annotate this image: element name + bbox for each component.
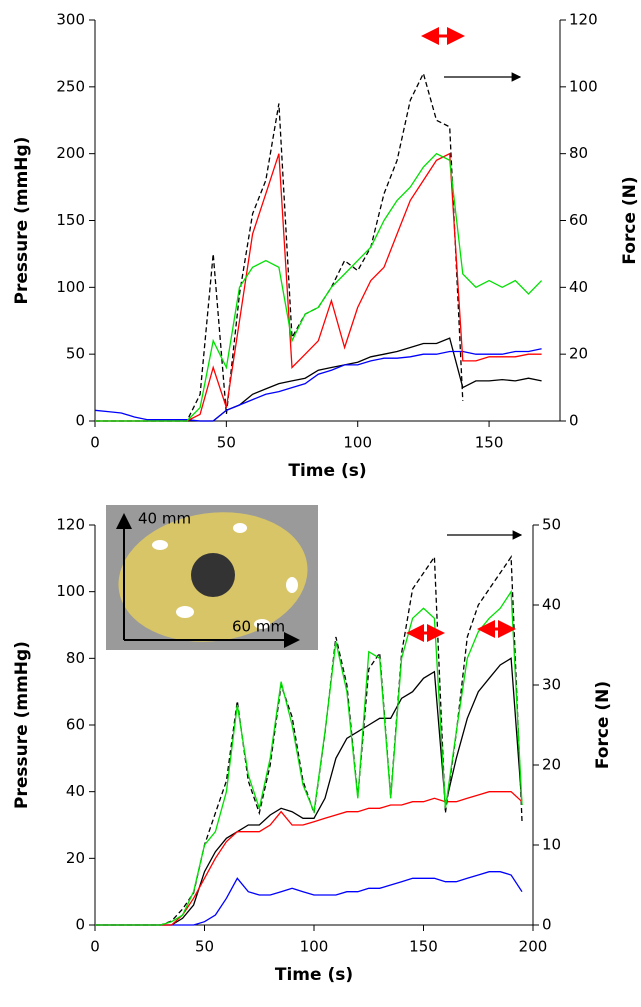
series-line [95, 71, 464, 422]
y-tick-label: 120 [56, 516, 85, 534]
y2-tick-label: 100 [569, 77, 598, 95]
x-tick-label: 150 [475, 434, 504, 452]
y-tick-label: 300 [56, 11, 85, 29]
y2-tick-label: 10 [542, 836, 561, 854]
series-line [94, 348, 542, 422]
y-tick-label: 250 [56, 77, 85, 95]
y-tick-label: 0 [75, 412, 85, 430]
series-line [95, 791, 523, 926]
y-tick-label: 20 [66, 849, 85, 867]
y2-tick-label: 20 [542, 756, 561, 774]
series-line [95, 871, 523, 926]
series-line [95, 152, 543, 422]
y2-tick-label: 0 [542, 916, 552, 934]
y2-tick-label: 80 [569, 144, 588, 162]
y-axis-label: Pressure (mmHg) [12, 641, 32, 809]
y-tick-label: 60 [66, 716, 85, 734]
y2-tick-label: 30 [542, 676, 561, 694]
x-tick-label: 100 [343, 434, 372, 452]
inset-photo: 40 mm 60 mm [106, 505, 318, 650]
y2-tick-label: 0 [569, 412, 579, 430]
x-tick-label: 0 [90, 434, 100, 452]
x-axis-label: Time (s) [288, 461, 366, 481]
x-tick-label: 0 [90, 938, 100, 956]
y-tick-label: 0 [75, 916, 85, 934]
y-tick-label: 200 [56, 144, 85, 162]
y-tick-label: 150 [56, 211, 85, 229]
y2-tick-label: 50 [542, 516, 561, 534]
y-tick-label: 100 [56, 582, 85, 600]
y-axis-label: Pressure (mmHg) [12, 137, 32, 305]
y-tick-label: 50 [66, 345, 85, 363]
y-tick-label: 80 [66, 649, 85, 667]
y2-axis-label: Force (N) [593, 681, 613, 769]
y2-tick-label: 60 [569, 211, 588, 229]
annotation: 40 mm [138, 510, 191, 528]
x-tick-label: 150 [409, 938, 438, 956]
y2-axis-label: Force (N) [620, 176, 640, 264]
series-line [95, 657, 523, 926]
x-tick-label: 50 [195, 938, 214, 956]
x-tick-label: 50 [217, 434, 236, 452]
y-tick-label: 100 [56, 278, 85, 296]
y2-tick-label: 120 [569, 11, 598, 29]
series-line [95, 589, 523, 926]
x-tick-label: 100 [300, 938, 329, 956]
x-tick-label: 200 [519, 938, 548, 956]
y-tick-label: 40 [66, 782, 85, 800]
y2-tick-label: 20 [569, 345, 588, 363]
annotation: 60 mm [232, 618, 285, 636]
x-axis-label: Time (s) [275, 965, 353, 985]
y2-tick-label: 40 [569, 278, 588, 296]
series-line [95, 337, 542, 422]
y2-tick-label: 40 [542, 596, 561, 614]
